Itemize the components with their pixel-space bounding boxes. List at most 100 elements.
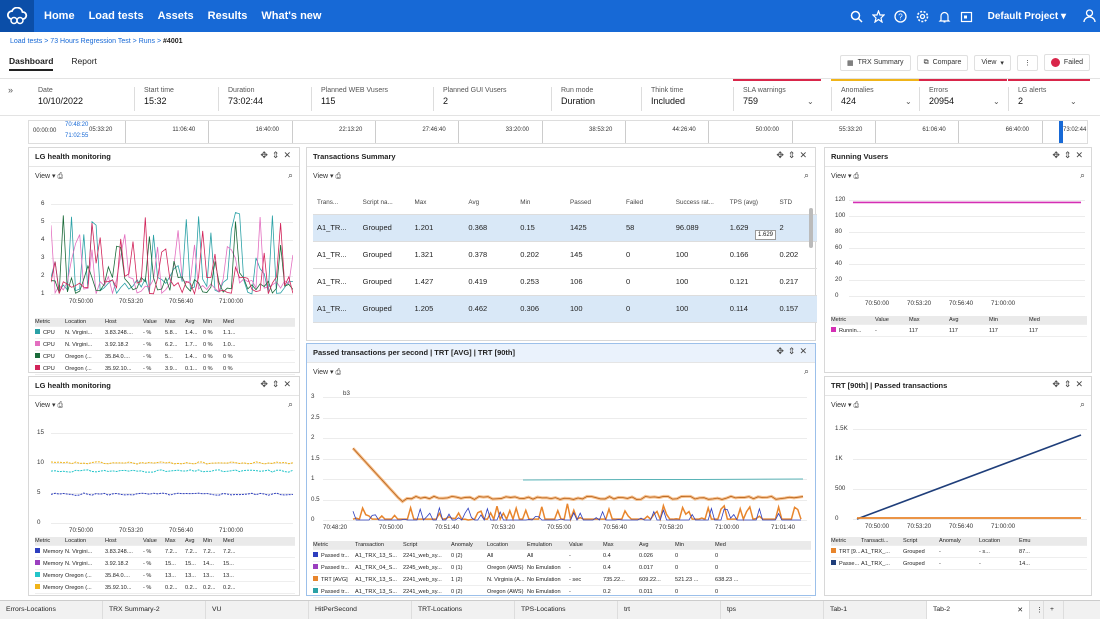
legend-row[interactable]: Passed tr... A1_TRX_04_S... 2245_web_sy...… — [313, 562, 811, 574]
dashboard-tab-7[interactable]: tps — [721, 601, 824, 619]
trt-90th-chart[interactable] — [853, 429, 1087, 521]
zoom-search-icon[interactable]: ⌕ — [803, 366, 809, 376]
trx-summary-button[interactable]: ▦ TRX Summary — [840, 54, 911, 71]
expand-sidebar-icon[interactable]: » — [8, 85, 14, 95]
dashboard-tab-4[interactable]: TRT-Locations — [412, 601, 515, 619]
tab-report[interactable]: Report — [71, 56, 97, 66]
export-icon[interactable]: ⎙ — [335, 173, 342, 180]
move-icon[interactable]: ✥ — [1052, 379, 1064, 389]
close-icon[interactable]: ✕ — [799, 150, 811, 160]
legend-row[interactable]: Passe... A1_TRX_... Grouped - - 14... — [831, 558, 1087, 570]
close-icon[interactable]: ✕ — [283, 150, 295, 160]
export-icon[interactable]: ⎙ — [853, 173, 860, 180]
dashboard-tab-8[interactable]: Tab-1 — [824, 601, 927, 619]
star-icon[interactable] — [868, 0, 890, 32]
breadcrumb-test[interactable]: 73 Hours Regression Test — [50, 38, 131, 45]
memory-chart[interactable] — [51, 433, 293, 525]
close-icon[interactable]: ✕ — [1075, 150, 1087, 160]
run-timeline[interactable]: 00:00:00 70:48:20 71:02:55 05:33:20 11:06:40… — [28, 120, 1088, 144]
chevron-down-icon[interactable]: ⌄ — [807, 97, 814, 106]
view-dropdown[interactable]: View ▾ ⎙ — [831, 172, 859, 181]
timeline-handle[interactable] — [1059, 121, 1063, 143]
table-row[interactable]: A1_TR... Grouped 1.205 0.462 0.306 100 0 100 0.1… — [313, 295, 817, 323]
resize-icon[interactable]: ⇕ — [1063, 150, 1076, 160]
move-icon[interactable]: ✥ — [260, 150, 272, 160]
legend-row[interactable]: Passed tr... A1_TRX_13_S... 2241_web_sy...… — [313, 550, 811, 562]
export-icon[interactable]: ⎙ — [57, 173, 64, 180]
nav-item-2[interactable]: Assets — [157, 10, 194, 22]
column-header[interactable]: Avg — [464, 192, 517, 215]
zoom-search-icon[interactable]: ⌕ — [287, 399, 293, 409]
move-icon[interactable]: ✥ — [776, 346, 788, 356]
breadcrumb-runs[interactable]: Runs — [138, 38, 156, 45]
nav-item-0[interactable]: Home — [44, 10, 75, 22]
table-row[interactable]: A1_TR... Grouped 1.321 0.378 0.202 145 0 100 0.1… — [313, 241, 817, 269]
legend-row[interactable]: CPU Oregon (... 35.92.10... - % 3.9... 0.1...… — [35, 363, 295, 375]
table-row[interactable]: A1_TR... Grouped 1.201 0.368 0.15 1425 58 96.08… — [313, 214, 817, 242]
close-tab-icon[interactable]: ✕ — [1017, 607, 1023, 614]
close-icon[interactable]: ✕ — [283, 379, 295, 389]
legend-row[interactable]: CPU N. Virgini... 3.83.248.... - % 5.8... 1.4… — [35, 327, 295, 339]
zoom-search-icon[interactable]: ⌕ — [803, 170, 809, 180]
gear-icon[interactable] — [912, 0, 934, 32]
calendar-icon[interactable] — [956, 0, 978, 32]
zoom-search-icon[interactable]: ⌕ — [287, 170, 293, 180]
view-dropdown[interactable]: View ▾ ⎙ — [35, 172, 63, 181]
export-icon[interactable]: ⎙ — [853, 402, 860, 409]
resize-icon[interactable]: ⇕ — [271, 150, 284, 160]
project-selector[interactable]: Default Project ▾ — [987, 10, 1066, 22]
breadcrumb-load-tests[interactable]: Load tests — [10, 38, 43, 45]
view-dropdown[interactable]: View ▾ ⎙ — [313, 368, 341, 377]
compare-button[interactable]: ⧉ Compare — [916, 54, 969, 71]
table-row[interactable]: A1_TR... Grouped 1.427 0.419 0.253 106 0 100 0.1… — [313, 268, 817, 296]
help-icon[interactable]: ? — [890, 0, 912, 32]
move-icon[interactable]: ✥ — [1052, 150, 1064, 160]
dashboard-tab-2[interactable]: VU — [206, 601, 309, 619]
chevron-down-icon[interactable]: ⌄ — [993, 97, 1000, 106]
column-header[interactable]: Failed — [622, 192, 672, 215]
column-header[interactable]: Passed — [566, 192, 622, 215]
dashboard-tab-1[interactable]: TRX Summary-2 — [103, 601, 206, 619]
view-dropdown[interactable]: View ▾ ⎙ — [831, 401, 859, 410]
zoom-search-icon[interactable]: ⌕ — [1079, 399, 1085, 409]
legend-row[interactable]: TRT [AVG] A1_TRX_13_S... 2241_web_sy... 1 (… — [313, 574, 811, 586]
export-icon[interactable]: ⎙ — [57, 402, 64, 409]
scrollbar[interactable] — [809, 208, 813, 248]
view-dropdown[interactable]: View ▾ — [974, 54, 1011, 71]
running-vusers-chart[interactable] — [849, 200, 1085, 298]
user-icon[interactable] — [1078, 0, 1100, 32]
column-header[interactable]: Max — [410, 192, 465, 215]
legend-row[interactable]: CPU Oregon (... 35.84.0.... - % 5... 1.4... 0 … — [35, 351, 295, 363]
chevron-down-icon[interactable]: ⌄ — [1070, 97, 1077, 106]
bell-icon[interactable] — [934, 0, 956, 32]
add-tab-button[interactable]: + — [1044, 601, 1064, 619]
column-header[interactable]: Trans... — [313, 192, 359, 215]
nav-item-4[interactable]: What's new — [261, 10, 322, 22]
resize-icon[interactable]: ⇕ — [271, 379, 284, 389]
legend-row[interactable]: Memory N. Virgini... 3.92.18.2 - % 15... 15..… — [35, 558, 295, 570]
dashboard-tab-6[interactable]: trt — [618, 601, 721, 619]
column-header[interactable]: Min — [516, 192, 566, 215]
view-dropdown[interactable]: View ▾ ⎙ — [313, 172, 341, 181]
dashboard-tab-9[interactable]: Tab-2 ✕ — [927, 601, 1030, 619]
legend-row[interactable]: CPU N. Virgini... 3.92.18.2 - % 6.2... 1.7...… — [35, 339, 295, 351]
tab-menu-icon[interactable]: ⋮ — [1030, 601, 1044, 619]
dashboard-tab-3[interactable]: HitPerSecond — [309, 601, 412, 619]
legend-row[interactable]: Runnin... - 117 117 117 117 — [831, 325, 1087, 337]
column-header[interactable]: TPS (avg) — [725, 192, 776, 215]
legend-row[interactable]: Memory Oregon (... 35.92.10... - % 0.2... 0.2… — [35, 582, 295, 594]
column-header[interactable]: Success rat... — [671, 192, 726, 215]
cpu-chart[interactable] — [51, 204, 293, 296]
resize-icon[interactable]: ⇕ — [787, 346, 800, 356]
dashboard-tab-0[interactable]: Errors-Locations — [0, 601, 103, 619]
resize-icon[interactable]: ⇕ — [787, 150, 800, 160]
legend-row[interactable]: Memory N. Virgini... 3.83.248.... - % 7.2...… — [35, 546, 295, 558]
app-logo-icon[interactable] — [0, 0, 34, 32]
resize-icon[interactable]: ⇕ — [1063, 379, 1076, 389]
passed-trt-chart[interactable] — [323, 397, 807, 522]
nav-item-1[interactable]: Load tests — [88, 10, 144, 22]
nav-item-3[interactable]: Results — [207, 10, 248, 22]
chevron-down-icon[interactable]: ⌄ — [905, 97, 912, 106]
column-header[interactable]: Script na... — [358, 192, 411, 215]
column-header[interactable]: STD — [775, 192, 817, 215]
